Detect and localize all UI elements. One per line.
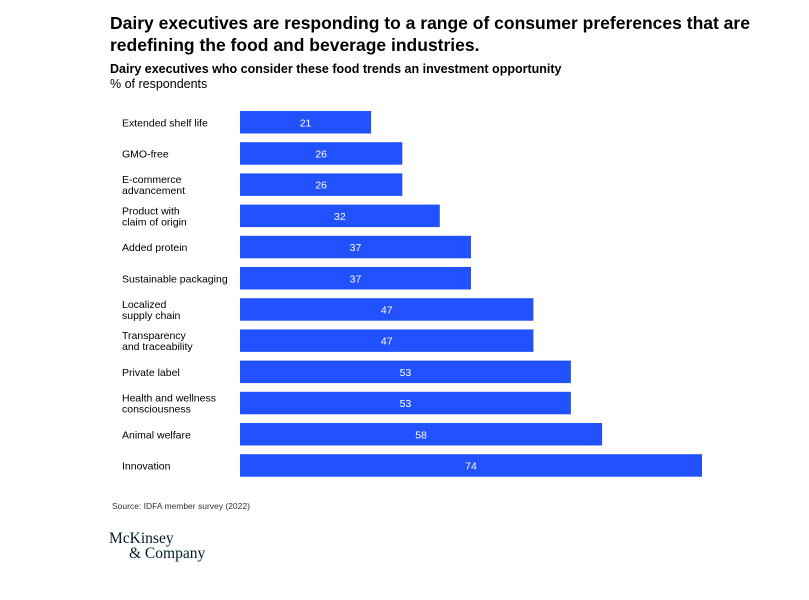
value-label-10: 58 — [415, 429, 427, 441]
category-label-5: Sustainable packaging — [122, 273, 228, 285]
bar-8 — [240, 360, 571, 384]
value-label-11: 74 — [465, 460, 477, 472]
value-label-6: 47 — [381, 304, 393, 316]
unit-label: % of respondents — [110, 77, 208, 91]
bar-6 — [240, 298, 534, 321]
value-label-2: 26 — [315, 180, 327, 192]
value-label-9: 53 — [400, 398, 412, 410]
source-note: Source: IDFA member survey (2022) — [112, 501, 250, 511]
category-label-11: Innovation — [122, 460, 171, 472]
bar-3 — [240, 204, 440, 228]
value-label-1: 26 — [315, 148, 327, 160]
bar-2 — [240, 173, 403, 196]
value-label-7: 47 — [381, 336, 393, 348]
bar-10 — [240, 423, 603, 446]
bar-7 — [240, 329, 534, 352]
category-label-2: E-commerce advancement — [122, 174, 185, 197]
bar-0 — [240, 111, 372, 134]
category-label-3: Product with claim of origin — [122, 205, 187, 228]
value-label-5: 37 — [350, 273, 362, 285]
value-label-0: 21 — [300, 117, 312, 129]
bar-5 — [240, 267, 471, 290]
bar-4 — [240, 235, 471, 259]
bar-11 — [240, 454, 702, 477]
bar-chart: 21 Extended shelf life 26 GMO-free 26 E-comme… — [122, 111, 702, 477]
value-label-4: 37 — [350, 242, 362, 254]
category-label-7: Transparency and traceability — [122, 330, 193, 353]
value-label-8: 53 — [400, 367, 412, 379]
bar-9 — [240, 391, 571, 415]
logo-line-1: McKinsey — [109, 530, 174, 547]
category-label-4: Added protein — [122, 242, 188, 254]
category-label-10: Animal welfare — [122, 429, 191, 441]
bar-1 — [240, 142, 403, 165]
category-label-0: Extended shelf life — [122, 117, 208, 129]
category-label-6: Localized supply chain — [122, 299, 181, 322]
chart-subtitle: Dairy executives who consider these food… — [110, 62, 562, 76]
category-label-1: GMO-free — [122, 148, 169, 160]
mckinsey-logo: McKinsey & Company — [109, 530, 206, 562]
category-label-9: Health and wellness consciousness — [122, 393, 216, 416]
value-label-3: 32 — [334, 211, 346, 223]
chart-title: Dairy executives are responding to a ran… — [110, 13, 750, 55]
logo-line-2: & Company — [129, 545, 206, 562]
category-label-8: Private label — [122, 367, 180, 379]
